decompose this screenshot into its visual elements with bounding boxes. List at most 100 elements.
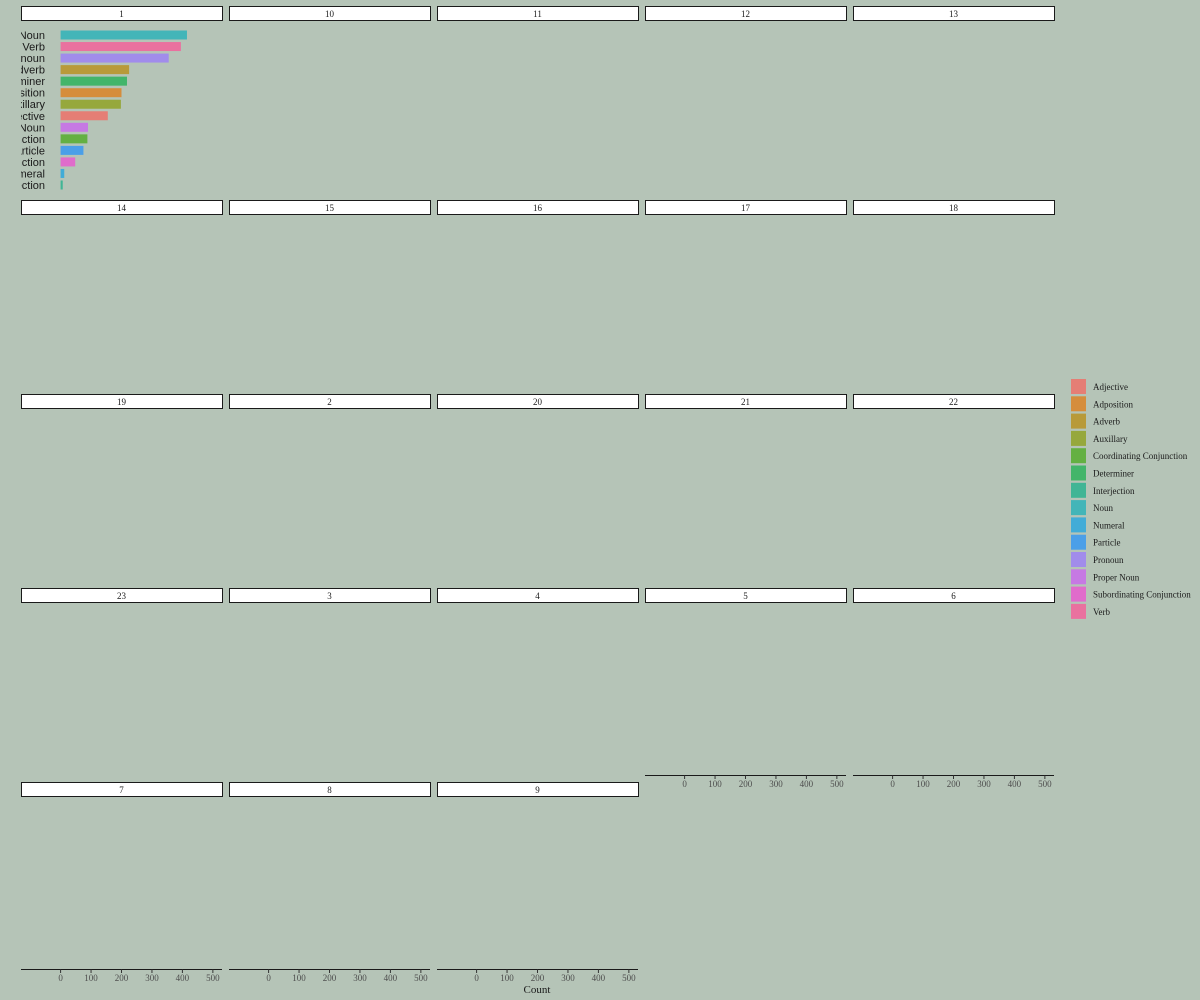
x-tick-label: 0 xyxy=(58,973,63,983)
x-tick-label: 400 xyxy=(592,973,606,983)
x-tick-label: 100 xyxy=(500,973,514,983)
x-tick-label: 100 xyxy=(708,779,722,789)
x-tick-label: 0 xyxy=(682,779,687,789)
bar xyxy=(60,30,187,40)
facet-strip xyxy=(853,394,1055,409)
facet-strip xyxy=(645,6,847,21)
x-tick-label: 300 xyxy=(769,779,783,789)
legend-label: Verb xyxy=(1093,607,1110,617)
x-tick-label: 200 xyxy=(323,973,337,983)
facet-strip xyxy=(437,6,639,21)
facet-strip xyxy=(853,6,1055,21)
bar xyxy=(60,134,88,144)
facet-label: 1 xyxy=(119,9,124,19)
x-tick-label: 300 xyxy=(561,973,575,983)
bar xyxy=(60,53,169,63)
facet-label: 23 xyxy=(117,591,127,601)
y-tick-label: Noun xyxy=(19,30,45,42)
legend-label: Numeral xyxy=(1093,520,1125,530)
legend-key xyxy=(1071,379,1086,394)
legend-label: Particle xyxy=(1093,538,1121,548)
x-tick-label: 0 xyxy=(890,779,895,789)
legend-key xyxy=(1071,552,1086,567)
facet-strip xyxy=(21,588,223,603)
legend-label: Adjective xyxy=(1093,382,1128,392)
x-tick-label: 100 xyxy=(292,973,306,983)
facet-strip xyxy=(853,588,1055,603)
facet-strip xyxy=(21,394,223,409)
facet-label: 10 xyxy=(325,9,335,19)
bar xyxy=(60,88,122,98)
facet-label: 19 xyxy=(117,397,127,407)
facet-label: 2 xyxy=(327,397,332,407)
facet-strip xyxy=(437,200,639,215)
y-tick-label: Pronoun xyxy=(3,53,45,65)
x-tick-label: 200 xyxy=(947,779,961,789)
y-tick-label: Verb xyxy=(22,42,45,54)
x-tick-label: 500 xyxy=(1038,779,1052,789)
facet-label: 9 xyxy=(535,785,540,795)
facet-strip xyxy=(437,588,639,603)
x-tick-label: 300 xyxy=(353,973,367,983)
facet-strip xyxy=(437,394,639,409)
facet-label: 17 xyxy=(741,203,751,213)
legend-key xyxy=(1071,448,1086,464)
bar xyxy=(60,157,76,167)
legend-label: Interjection xyxy=(1093,486,1135,496)
legend-label: Subordinating Conjunction xyxy=(1093,590,1191,600)
facet-label: 16 xyxy=(533,203,543,213)
facet-strip xyxy=(645,588,847,603)
facet-label: 20 xyxy=(533,397,543,407)
legend-key xyxy=(1071,603,1086,619)
facet-label: 21 xyxy=(741,397,750,407)
bar xyxy=(60,122,88,132)
legend-label: Pronoun xyxy=(1093,555,1124,565)
legend-label: Proper Noun xyxy=(1093,572,1140,582)
x-tick-label: 0 xyxy=(474,973,479,983)
legend-key xyxy=(1071,413,1086,429)
bar xyxy=(60,42,181,52)
facet-label: 11 xyxy=(533,9,542,19)
legend-key xyxy=(1071,482,1086,498)
x-tick-label: 200 xyxy=(531,973,545,983)
facet-label: 22 xyxy=(949,397,958,407)
bar xyxy=(60,168,65,178)
facet-strip xyxy=(21,6,223,21)
facet-strip xyxy=(21,200,223,215)
legend-key xyxy=(1071,586,1086,602)
facet-label: 12 xyxy=(741,9,750,19)
label-clip xyxy=(0,0,21,200)
facet-label: 4 xyxy=(535,591,540,601)
x-tick-label: 400 xyxy=(800,779,814,789)
x-tick-label: 500 xyxy=(414,973,428,983)
facet-strip xyxy=(229,588,431,603)
facet-strip xyxy=(229,6,431,21)
legend-key xyxy=(1071,430,1086,446)
facet-label: 3 xyxy=(327,591,332,601)
facet-strip xyxy=(645,200,847,215)
bar xyxy=(60,180,63,190)
legend-key xyxy=(1071,500,1086,516)
facet-strip xyxy=(229,200,431,215)
legend-label: Coordinating Conjunction xyxy=(1093,451,1188,461)
x-tick-label: 200 xyxy=(115,973,129,983)
facet-label: 8 xyxy=(327,785,332,795)
x-axis-title: Count xyxy=(524,984,551,996)
legend-label: Determiner xyxy=(1093,469,1134,479)
facet-strip xyxy=(229,394,431,409)
facet-label: 14 xyxy=(117,203,127,213)
legend-label: Noun xyxy=(1093,503,1113,513)
bar xyxy=(60,76,127,86)
legend-label: Adposition xyxy=(1093,399,1134,409)
facet-label: 13 xyxy=(949,9,959,19)
x-tick-label: 400 xyxy=(384,973,398,983)
bar xyxy=(60,111,108,121)
bar xyxy=(60,99,121,109)
x-tick-label: 400 xyxy=(1008,779,1022,789)
x-tick-label: 500 xyxy=(830,779,844,789)
legend-key xyxy=(1071,465,1086,481)
facet-strip xyxy=(437,782,639,797)
facet-strip xyxy=(21,782,223,797)
facet-label: 15 xyxy=(325,203,335,213)
legend-key xyxy=(1071,569,1086,585)
